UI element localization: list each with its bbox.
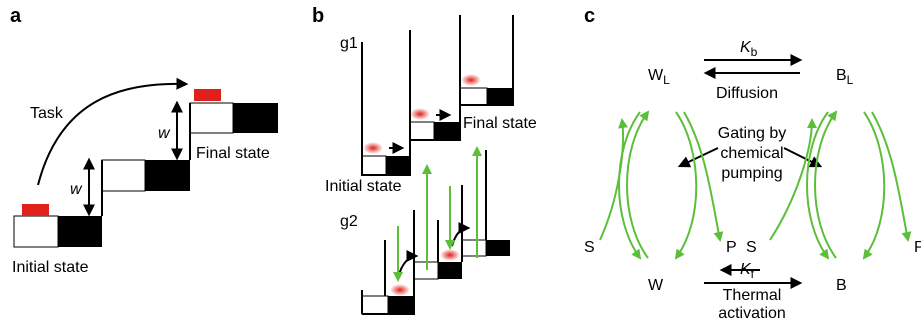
panel-label: a <box>10 5 22 27</box>
text-part: B <box>836 67 847 84</box>
step-label: w <box>158 125 171 142</box>
shape <box>58 216 102 247</box>
shape <box>388 296 414 314</box>
shape <box>486 240 510 256</box>
shape <box>410 108 430 120</box>
shape <box>434 122 460 140</box>
thermal-label: Thermal <box>723 287 782 304</box>
shape <box>680 148 718 166</box>
g1-label: g1 <box>340 35 358 52</box>
shape <box>410 122 434 140</box>
gating-label: chemical <box>720 145 783 162</box>
initial-state-label: Initial state <box>325 178 402 195</box>
text-part: L <box>847 73 854 87</box>
figure: a Task w w Final state Initial state b g… <box>0 0 921 320</box>
shape <box>22 204 49 216</box>
species-label: P <box>914 239 921 256</box>
shape <box>627 112 648 258</box>
shape <box>362 156 386 175</box>
rate-constant: Kb <box>740 39 758 59</box>
shape <box>386 156 410 175</box>
shape <box>145 160 190 191</box>
diffusion-label: Diffusion <box>716 85 778 102</box>
text-part: W <box>648 67 664 84</box>
g2-label: g2 <box>340 213 358 230</box>
step-label: w <box>70 181 83 198</box>
shape <box>233 103 278 133</box>
shape <box>194 89 221 101</box>
shape <box>864 112 884 258</box>
shape <box>462 240 486 256</box>
text-part: L <box>663 73 670 87</box>
shape <box>460 88 487 105</box>
shape <box>438 262 462 279</box>
shape <box>390 284 410 296</box>
task-label: Task <box>30 105 64 122</box>
shape <box>784 148 820 166</box>
species-label: S <box>584 239 595 256</box>
shape <box>487 88 513 105</box>
shape <box>363 142 383 154</box>
state-label: W <box>648 277 664 294</box>
shape <box>362 296 388 314</box>
initial-state-label: Initial state <box>12 259 89 276</box>
species-label: P <box>726 239 737 256</box>
gating-label: Gating by <box>718 125 786 142</box>
shape <box>872 112 908 240</box>
shape <box>815 112 836 258</box>
final-state-label: Final state <box>196 145 270 162</box>
shape <box>461 74 481 86</box>
shape <box>102 160 145 191</box>
gating-label: pumping <box>721 165 782 182</box>
state-label: B <box>836 277 847 294</box>
wells <box>362 15 513 314</box>
thermal-label: activation <box>718 305 786 320</box>
state-label: BL <box>836 67 854 87</box>
shape <box>14 216 58 247</box>
shape <box>684 112 720 240</box>
panel-label: c <box>584 5 595 27</box>
shape <box>676 112 696 258</box>
shape <box>440 249 460 261</box>
text-part: b <box>751 45 758 59</box>
shape <box>600 120 623 240</box>
species-label: S <box>746 239 757 256</box>
state-label: WL <box>648 67 670 87</box>
panel-label: b <box>312 5 324 27</box>
final-state-label: Final state <box>463 115 537 132</box>
shape <box>190 103 233 133</box>
